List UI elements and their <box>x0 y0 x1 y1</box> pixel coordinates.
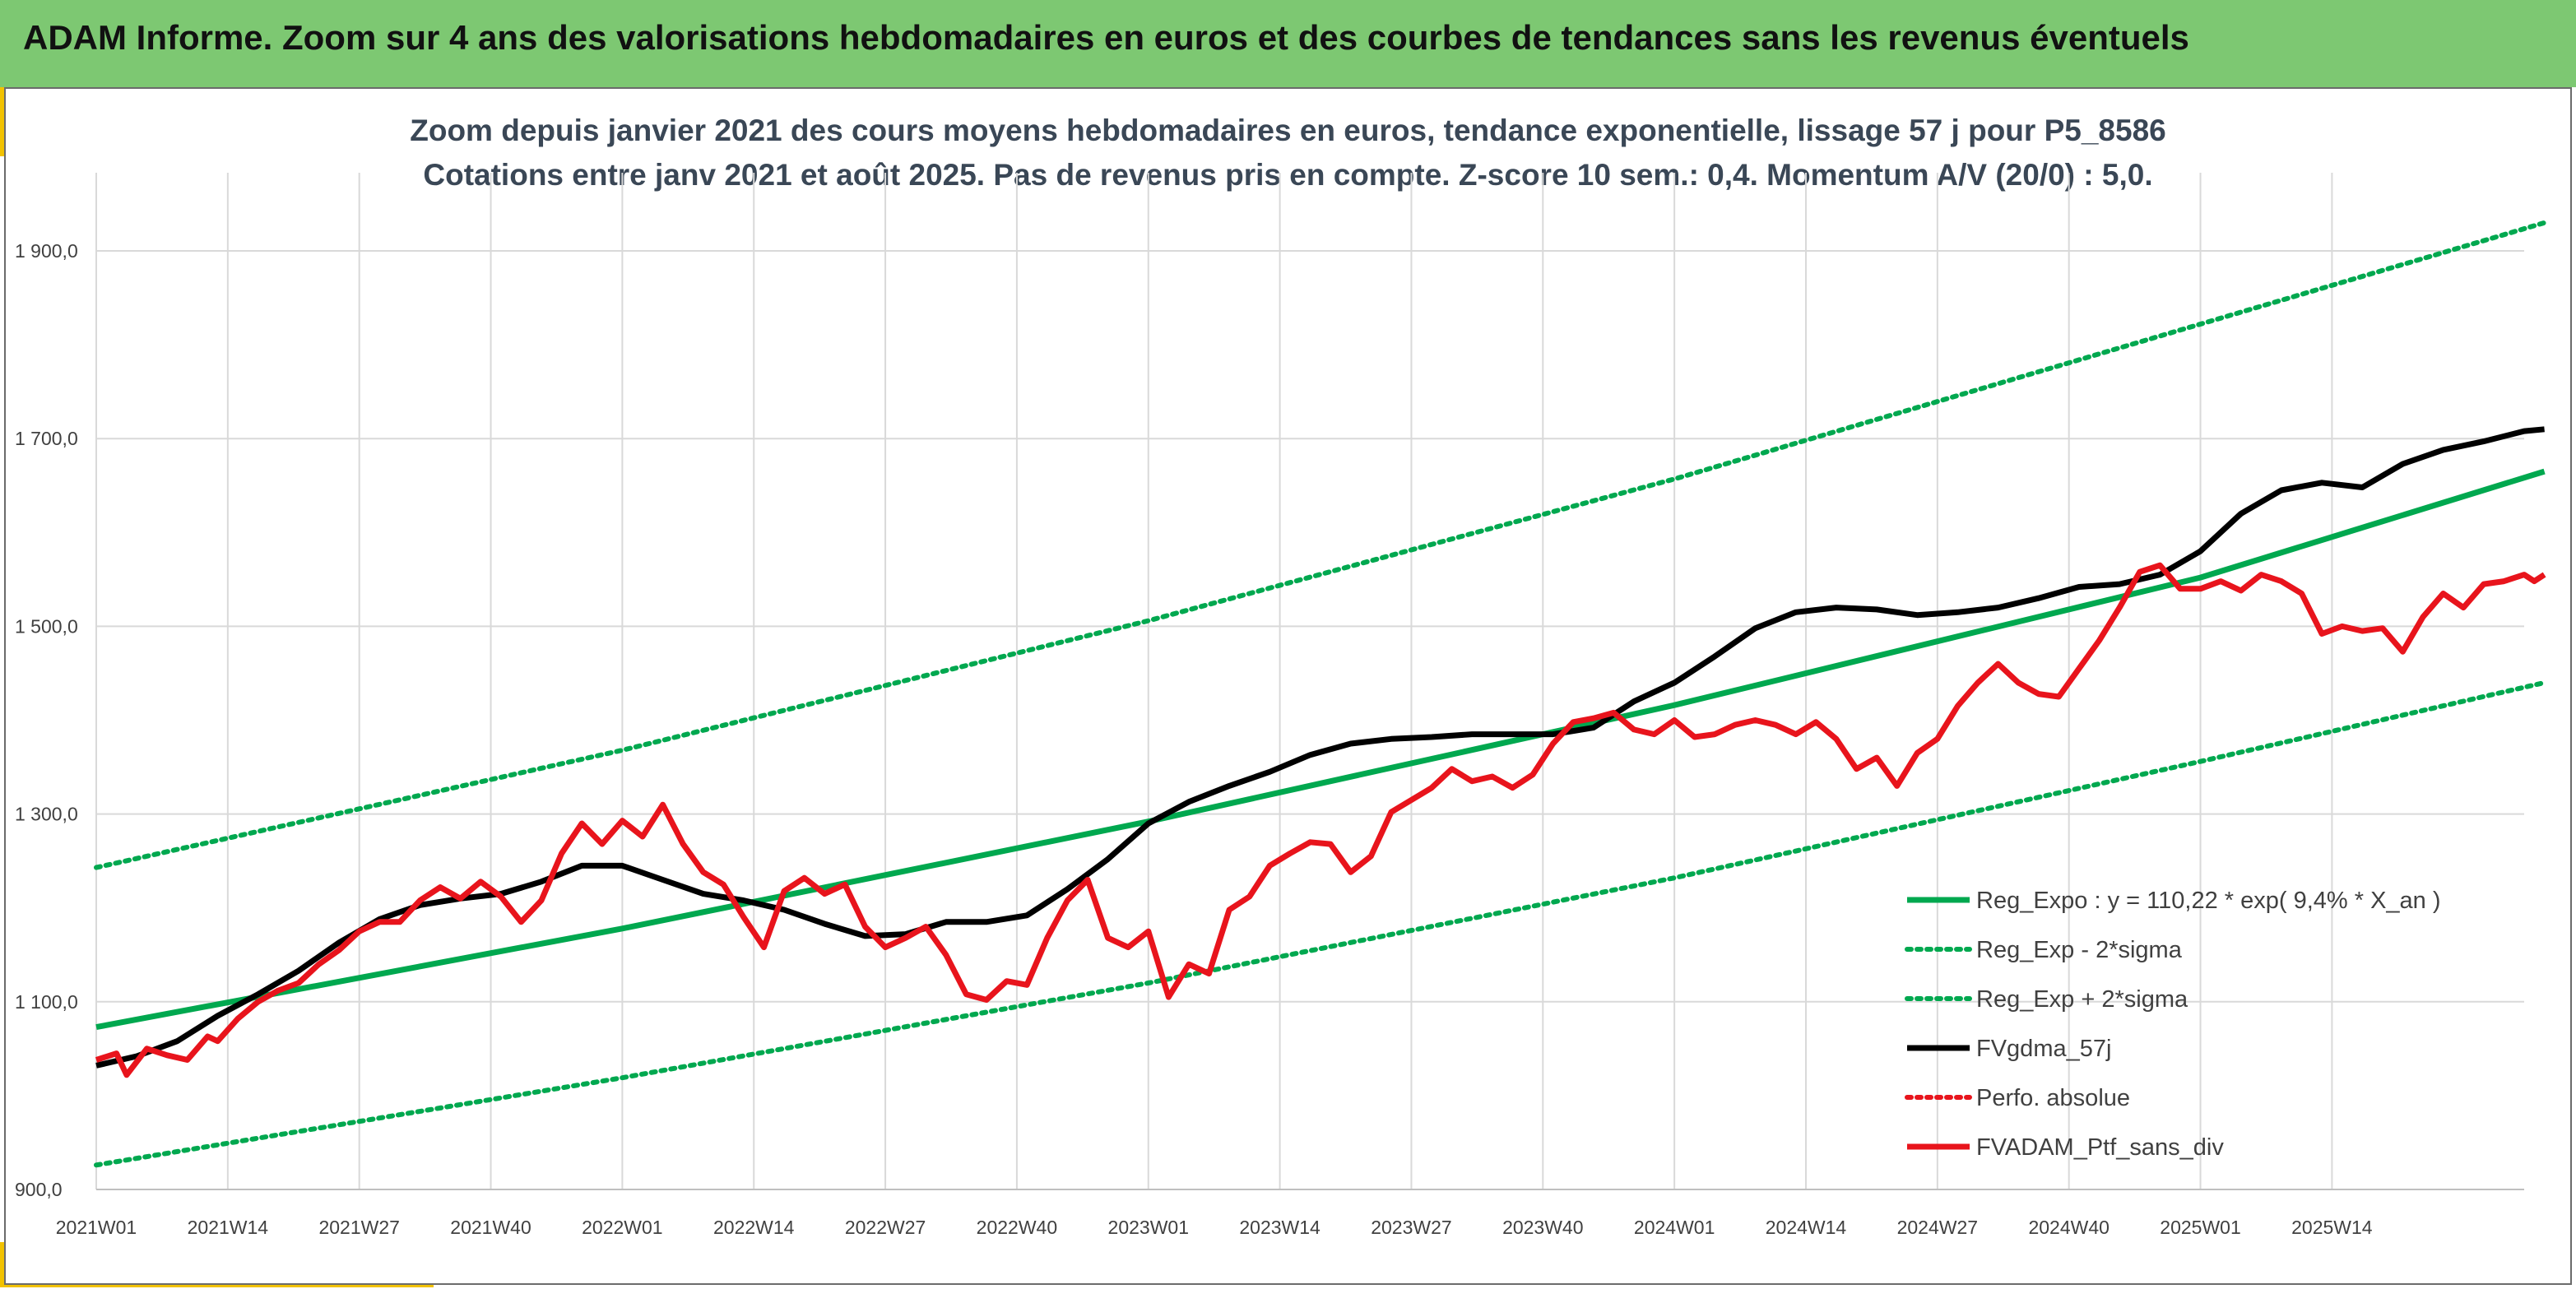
report-title: ADAM Informe. Zoom sur 4 ans des valoris… <box>23 18 2189 57</box>
y-tick-label: 1 500,0 <box>15 615 78 637</box>
legend-item-perfo-absolue: Perfo. absolue <box>1976 1085 2130 1111</box>
y-axis-labels: 900,0 1 100,0 1 300,0 1 500,0 1 700,0 1 900,0 <box>15 240 78 1200</box>
legend-item-reg-exp-plus: Reg_Exp + 2*sigma <box>1976 986 2188 1013</box>
x-tick-label: 2025W01 <box>2160 1217 2240 1238</box>
legend-item-reg-expo: Reg_Expo : y = 110,22 * exp( 9,4% * X_an… <box>1976 888 2441 914</box>
x-tick-label: 2021W40 <box>450 1217 531 1238</box>
x-tick-label: 2021W14 <box>188 1217 269 1238</box>
x-tick-label: 2024W40 <box>2028 1217 2109 1238</box>
x-tick-label: 2022W40 <box>977 1217 1057 1238</box>
y-tick-label: 1 900,0 <box>15 240 78 262</box>
chart-subtitle: Cotations entre janv 2021 et août 2025. … <box>423 158 2153 192</box>
x-tick-label: 2023W40 <box>1502 1217 1583 1238</box>
x-tick-label: 2021W01 <box>56 1217 137 1238</box>
x-tick-label: 2024W27 <box>1897 1217 1978 1238</box>
y-tick-label: 1 100,0 <box>15 991 78 1013</box>
x-tick-label: 2024W01 <box>1634 1217 1715 1238</box>
x-tick-label: 2022W27 <box>845 1217 926 1238</box>
chart-legend: Reg_Expo : y = 110,22 * exp( 9,4% * X_an… <box>1905 888 2441 1161</box>
chart-grid <box>95 173 2524 1190</box>
x-tick-label: 2022W14 <box>713 1217 795 1238</box>
y-tick-label: 900,0 <box>15 1179 63 1200</box>
x-tick-label: 2024W14 <box>1766 1217 1847 1238</box>
trend-lower-line <box>94 679 2547 1168</box>
y-tick-label: 1 700,0 <box>15 428 78 449</box>
x-tick-label: 2023W01 <box>1108 1217 1189 1238</box>
x-tick-label: 2022W01 <box>582 1217 662 1238</box>
series-layer <box>94 220 2547 1168</box>
chart-frame <box>4 87 2572 1285</box>
trend-line <box>95 468 2546 1031</box>
x-tick-label: 2023W14 <box>1239 1217 1320 1238</box>
accent-bar-left <box>0 87 5 156</box>
legend-item-fvadam: FVADAM_Ptf_sans_div <box>1976 1134 2224 1161</box>
y-tick-label: 1 300,0 <box>15 804 78 825</box>
x-axis-labels: 2021W01 2021W14 2021W27 2021W40 2022W01 2022W… <box>56 1217 2373 1238</box>
legend-item-fvgdma: FVgdma_57j <box>1976 1036 2111 1062</box>
legend-item-reg-exp-minus: Reg_Exp - 2*sigma <box>1976 937 2183 963</box>
accent-bar-left-bottom <box>0 1242 5 1287</box>
trend-upper-line <box>94 220 2547 870</box>
chart-title: Zoom depuis janvier 2021 des cours moyen… <box>410 114 2166 147</box>
header-banner: ADAM Informe. Zoom sur 4 ans des valoris… <box>0 0 2576 87</box>
smooth-line <box>95 426 2545 1069</box>
x-tick-label: 2021W27 <box>318 1217 399 1238</box>
x-tick-label: 2023W27 <box>1371 1217 1451 1238</box>
x-tick-label: 2025W14 <box>2291 1217 2373 1238</box>
price-line <box>95 562 2546 1078</box>
